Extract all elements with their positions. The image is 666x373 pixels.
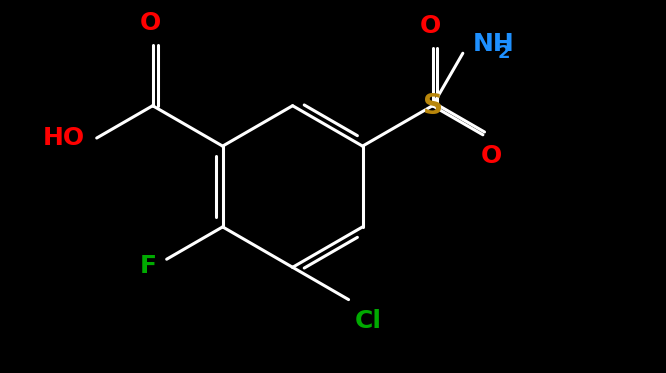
Text: O: O bbox=[420, 14, 441, 38]
Text: S: S bbox=[422, 92, 442, 120]
Text: O: O bbox=[140, 12, 161, 35]
Text: 2: 2 bbox=[498, 44, 510, 62]
Text: F: F bbox=[140, 254, 157, 278]
Text: O: O bbox=[480, 144, 501, 169]
Text: NH: NH bbox=[472, 32, 514, 56]
Text: HO: HO bbox=[43, 126, 85, 150]
Text: Cl: Cl bbox=[355, 309, 382, 333]
